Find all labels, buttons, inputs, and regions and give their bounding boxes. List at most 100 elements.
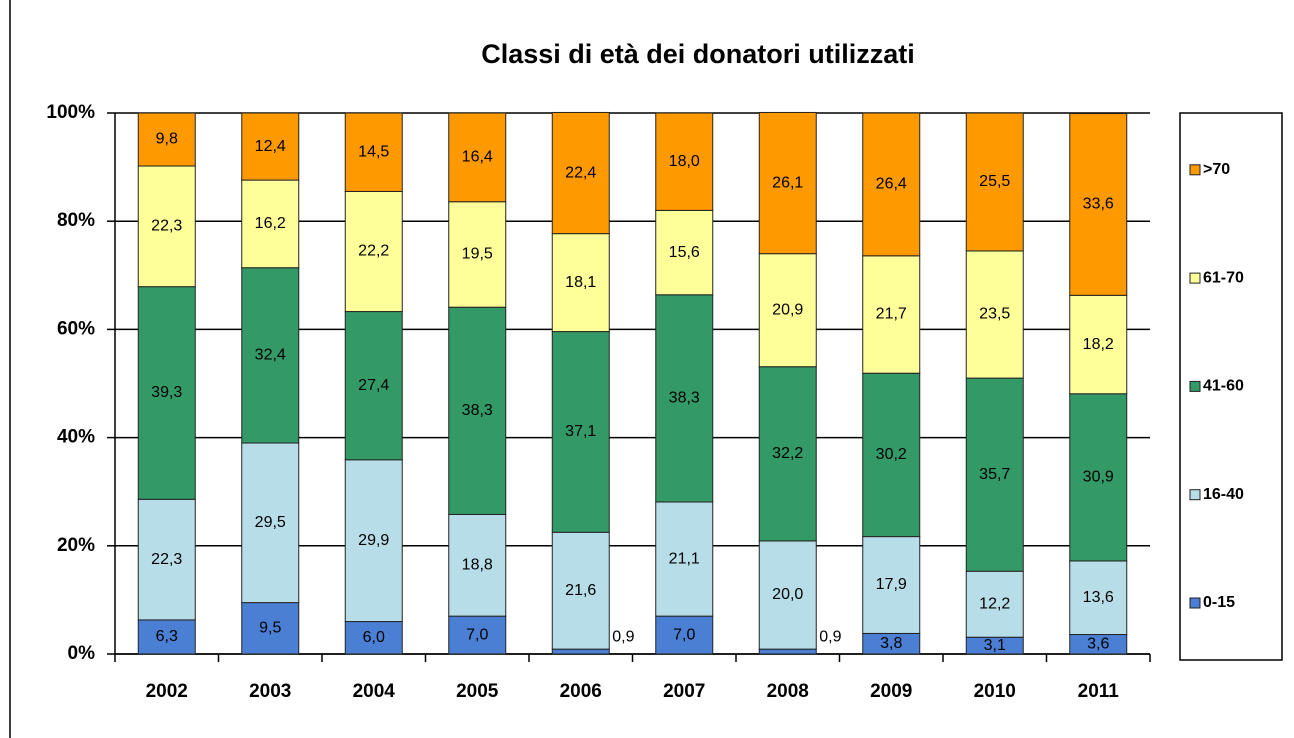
bar-segment [1069, 113, 1128, 296]
bar-segment [655, 112, 714, 211]
x-tick-label: 2008 [767, 681, 809, 702]
data-label: 6,0 [363, 629, 385, 646]
x-tick-label: 2009 [870, 681, 912, 702]
data-label: 39,3 [151, 384, 182, 401]
bar-segment [655, 615, 714, 655]
bar-segment [1069, 393, 1128, 562]
data-label: 18,8 [462, 556, 493, 573]
bar-segment [137, 619, 196, 655]
bar-segment [448, 306, 507, 515]
bar-segment [965, 250, 1024, 379]
data-label: 38,3 [462, 402, 493, 419]
data-label: 38,3 [669, 390, 700, 407]
bar-segment [344, 112, 403, 192]
legend-label: 0-15 [1203, 594, 1235, 611]
data-label: 21,6 [565, 582, 596, 599]
legend-swatch [1189, 597, 1201, 609]
bar-segment [241, 602, 300, 655]
bar-segment [655, 501, 714, 617]
data-label: 12,2 [979, 595, 1010, 612]
x-tick-label: 2010 [974, 681, 1016, 702]
bar-segment [448, 201, 507, 308]
legend-swatch [1189, 272, 1201, 284]
data-label: 30,2 [876, 446, 907, 463]
data-label: 6,3 [156, 628, 178, 645]
x-tick-label: 2006 [560, 681, 602, 702]
data-label: 22,3 [151, 218, 182, 235]
y-tick-label: 60% [57, 318, 95, 339]
data-label: 27,4 [358, 377, 389, 394]
x-tick-label: 2002 [146, 681, 188, 702]
data-label: 23,5 [979, 306, 1010, 323]
data-label: 22,2 [358, 243, 389, 260]
data-label: 21,1 [669, 550, 700, 567]
y-tick-label: 100% [46, 102, 95, 123]
data-label: 7,0 [673, 626, 695, 643]
data-label: 12,4 [255, 138, 286, 155]
bar-segment [965, 112, 1024, 252]
legend-swatch [1189, 380, 1201, 392]
bar-segment [758, 111, 817, 255]
data-label: 20,9 [772, 301, 803, 318]
legend-label: 61-70 [1203, 269, 1244, 286]
data-label: 3,1 [984, 637, 1006, 654]
data-label: 22,4 [565, 164, 596, 181]
bar-segment [655, 209, 714, 296]
data-label: 22,3 [151, 551, 182, 568]
data-label: 15,6 [669, 244, 700, 261]
data-label: 33,6 [1083, 196, 1114, 213]
data-label: 14,5 [358, 143, 389, 160]
data-label: 21,7 [876, 306, 907, 323]
y-tick-label: 0% [68, 643, 96, 664]
bar-segment [137, 165, 196, 288]
data-label: 30,9 [1083, 469, 1114, 486]
data-label: 35,7 [979, 466, 1010, 483]
y-tick-label: 20% [57, 535, 95, 556]
data-label: 0,9 [819, 628, 841, 645]
bar-segment [862, 255, 921, 374]
data-label: 7,0 [466, 626, 488, 643]
data-label: 32,2 [772, 445, 803, 462]
bar-segment [448, 513, 507, 617]
bar-segment [344, 459, 403, 623]
data-label: 3,8 [880, 635, 902, 652]
data-label: 16,4 [462, 149, 493, 166]
legend-label: 16-40 [1203, 486, 1244, 503]
bar-segment [344, 621, 403, 655]
bar-segment [551, 531, 610, 650]
bar-segment [551, 648, 610, 655]
data-label: 37,1 [565, 423, 596, 440]
data-label: 29,5 [255, 514, 286, 531]
data-label: 0,9 [612, 628, 634, 645]
bar-segment [241, 179, 300, 269]
data-label: 32,4 [255, 347, 286, 364]
bar-segment [758, 366, 817, 542]
bar-segment [344, 311, 403, 461]
bar-segment [448, 615, 507, 655]
bar-segment [137, 498, 196, 621]
data-label: 3,6 [1087, 635, 1109, 652]
bar-segment [448, 112, 507, 203]
bar-segment [551, 233, 610, 333]
data-label: 16,2 [255, 215, 286, 232]
legend-swatch [1189, 489, 1201, 501]
data-label: 17,9 [876, 576, 907, 593]
x-tick-label: 2011 [1078, 681, 1120, 702]
y-tick-label: 40% [57, 427, 95, 448]
legend-swatch [1189, 164, 1201, 176]
bar-segment [551, 111, 610, 235]
data-label: 18,0 [669, 153, 700, 170]
bar-segment [241, 112, 300, 181]
data-label: 18,1 [565, 274, 596, 291]
data-label: 26,4 [876, 176, 907, 193]
x-tick-label: 2003 [249, 681, 291, 702]
bar-segment [137, 112, 196, 167]
bar-segment [137, 286, 196, 500]
data-label: 19,5 [462, 246, 493, 263]
bar-segment [241, 267, 300, 444]
data-label: 9,8 [156, 131, 178, 148]
data-label: 26,1 [772, 174, 803, 191]
bar-segment [965, 570, 1024, 638]
